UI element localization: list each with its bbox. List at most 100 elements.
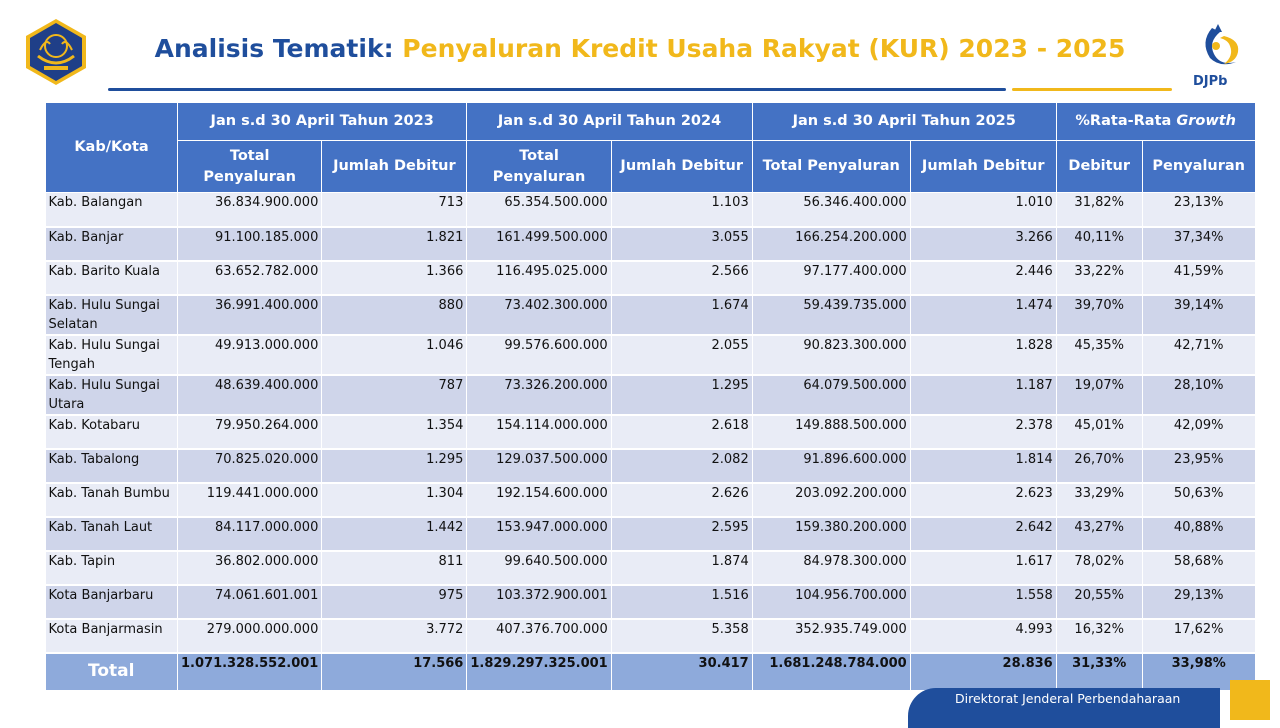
cell-total-penyaluran-2025: 166.254.200.000 (752, 226, 911, 262)
cell-jumlah-debitur-2024: 1.674 (611, 294, 753, 336)
header-group-2024: Jan s.d 30 April Tahun 2024 (466, 102, 753, 141)
cell-total-penyaluran-2024: 129.037.500.000 (466, 448, 612, 484)
table-row: Kab. Hulu Sungai Tengah 49.913.000.000 1.0… (45, 334, 1256, 376)
cell-jumlah-debitur-2025: 2.623 (910, 482, 1057, 518)
header-jumlah-debitur-2025: Jumlah Debitur (909, 140, 1057, 193)
header-group-growth: %Rata-Rata Growth (1055, 102, 1256, 141)
cell-jumlah-debitur-2024: 1.295 (611, 374, 753, 416)
table-row: Kab. Banjar 91.100.185.000 1.821 161.499.50… (45, 226, 1256, 262)
cell-total-penyaluran-2023: 119.441.000.000 (177, 482, 323, 518)
cell-growth-penyaluran: 17,62% (1142, 618, 1256, 654)
cell-total-penyaluran-2025: 203.092.200.000 (752, 482, 911, 518)
cell-total-penyaluran-2024: 99.640.500.000 (466, 550, 612, 586)
title-underline-blue (108, 88, 1006, 91)
cell-total-penyaluran-2025: 1.681.248.784.000 (752, 652, 911, 692)
cell-jumlah-debitur-2025: 1.828 (910, 334, 1057, 376)
table-total-row: Total 1.071.328.552.001 17.566 1.829.297… (45, 652, 1256, 692)
table-row: Kab. Hulu Sungai Selatan 36.991.400.000 88… (45, 294, 1256, 336)
cell-growth-penyaluran: 28,10% (1142, 374, 1256, 416)
cell-growth-penyaluran: 42,71% (1142, 334, 1256, 376)
cell-kab-kota: Kota Banjarmasin (45, 618, 178, 654)
cell-jumlah-debitur-2025: 1.010 (910, 192, 1057, 228)
cell-growth-penyaluran: 40,88% (1142, 516, 1256, 552)
cell-growth-debitur: 43,27% (1056, 516, 1143, 552)
cell-growth-debitur: 16,32% (1056, 618, 1143, 654)
cell-total-penyaluran-2025: 56.346.400.000 (752, 192, 911, 228)
cell-jumlah-debitur-2024: 2.626 (611, 482, 753, 518)
cell-growth-penyaluran: 42,09% (1142, 414, 1256, 450)
header-total-penyaluran-2024: Total Penyaluran (466, 140, 612, 193)
cell-total-penyaluran-2025: 104.956.700.000 (752, 584, 911, 620)
title-part1: Analisis Tematik: (154, 34, 394, 63)
cell-kab-kota: Kab. Banjar (45, 226, 178, 262)
table-body: Kab. Balangan 36.834.900.000 713 65.354.500… (45, 192, 1256, 692)
cell-jumlah-debitur-2024: 1.874 (611, 550, 753, 586)
footer-accent-square (1230, 680, 1270, 720)
cell-total-penyaluran-2025: 91.896.600.000 (752, 448, 911, 484)
cell-growth-penyaluran: 23,13% (1142, 192, 1256, 228)
cell-total-penyaluran-2023: 279.000.000.000 (177, 618, 323, 654)
cell-kab-kota: Kab. Tapin (45, 550, 178, 586)
header-total-penyaluran-2025: Total Penyaluran (751, 140, 911, 193)
header-jumlah-debitur-2023: Jumlah Debitur (321, 140, 468, 193)
header-growth-penyaluran: Penyaluran (1141, 140, 1256, 193)
cell-total-penyaluran-2023: 84.117.000.000 (177, 516, 323, 552)
cell-jumlah-debitur-2025: 1.814 (910, 448, 1057, 484)
cell-total-penyaluran-2024: 65.354.500.000 (466, 192, 612, 228)
cell-jumlah-debitur-2023: 713 (321, 192, 468, 228)
title-underline-yellow (1012, 88, 1172, 91)
table-row: Kota Banjarmasin 279.000.000.000 3.772 407.… (45, 618, 1256, 654)
cell-jumlah-debitur-2025: 1.558 (910, 584, 1057, 620)
cell-total-penyaluran-2024: 161.499.500.000 (466, 226, 612, 262)
cell-total-penyaluran-2023: 36.991.400.000 (177, 294, 323, 336)
cell-jumlah-debitur-2023: 1.442 (321, 516, 468, 552)
cell-total-penyaluran-2023: 48.639.400.000 (177, 374, 323, 416)
cell-total-penyaluran-2024: 116.495.025.000 (466, 260, 612, 296)
cell-kab-kota: Kab. Tabalong (45, 448, 178, 484)
cell-kab-kota: Kab. Kotabaru (45, 414, 178, 450)
cell-total-penyaluran-2023: 36.834.900.000 (177, 192, 323, 228)
cell-growth-debitur: 19,07% (1056, 374, 1143, 416)
cell-jumlah-debitur-2023: 1.046 (321, 334, 468, 376)
cell-growth-penyaluran: 50,63% (1142, 482, 1256, 518)
page-title: Analisis Tematik: Penyaluran Kredit Usah… (0, 34, 1280, 63)
cell-jumlah-debitur-2023: 880 (321, 294, 468, 336)
cell-jumlah-debitur-2023: 787 (321, 374, 468, 416)
cell-total-penyaluran-2023: 70.825.020.000 (177, 448, 323, 484)
table-row: Kab. Tanah Bumbu 119.441.000.000 1.304 192.… (45, 482, 1256, 518)
table-row: Kab. Tapin 36.802.000.000 811 99.640.500.00… (45, 550, 1256, 586)
cell-total-penyaluran-2025: 59.439.735.000 (752, 294, 911, 336)
cell-growth-debitur: 33,29% (1056, 482, 1143, 518)
cell-jumlah-debitur-2024: 1.103 (611, 192, 753, 228)
cell-jumlah-debitur-2025: 2.378 (910, 414, 1057, 450)
cell-jumlah-debitur-2023: 1.821 (321, 226, 468, 262)
cell-kab-kota: Kab. Hulu Sungai Tengah (45, 334, 178, 376)
cell-jumlah-debitur-2025: 3.266 (910, 226, 1057, 262)
cell-jumlah-debitur-2024: 1.516 (611, 584, 753, 620)
header-growth-prefix: %Rata-Rata (1075, 113, 1177, 129)
cell-kab-kota: Kab. Balangan (45, 192, 178, 228)
cell-total-penyaluran-2023: 36.802.000.000 (177, 550, 323, 586)
cell-total-penyaluran-2024: 103.372.900.001 (466, 584, 612, 620)
cell-total-penyaluran-2024: 154.114.000.000 (466, 414, 612, 450)
cell-growth-debitur: 40,11% (1056, 226, 1143, 262)
cell-growth-debitur: 39,70% (1056, 294, 1143, 336)
cell-total-penyaluran-2025: 97.177.400.000 (752, 260, 911, 296)
cell-growth-debitur: 45,01% (1056, 414, 1143, 450)
cell-total-penyaluran-2024: 192.154.600.000 (466, 482, 612, 518)
cell-total-penyaluran-2025: 90.823.300.000 (752, 334, 911, 376)
cell-total-penyaluran-2023: 49.913.000.000 (177, 334, 323, 376)
cell-jumlah-debitur-2024: 5.358 (611, 618, 753, 654)
header-group-2023: Jan s.d 30 April Tahun 2023 (176, 102, 468, 141)
cell-jumlah-debitur-2025: 2.642 (910, 516, 1057, 552)
footer-text: Direktorat Jenderal Perbendaharaan (955, 691, 1181, 706)
cell-jumlah-debitur-2023: 975 (321, 584, 468, 620)
cell-jumlah-debitur-2024: 2.566 (611, 260, 753, 296)
cell-jumlah-debitur-2023: 1.295 (321, 448, 468, 484)
cell-kab-kota: Kota Banjarbaru (45, 584, 178, 620)
cell-growth-penyaluran: 29,13% (1142, 584, 1256, 620)
cell-total-penyaluran-2024: 73.402.300.000 (466, 294, 612, 336)
cell-total-penyaluran-2025: 352.935.749.000 (752, 618, 911, 654)
cell-total-penyaluran-2025: 64.079.500.000 (752, 374, 911, 416)
cell-growth-debitur: 31,82% (1056, 192, 1143, 228)
